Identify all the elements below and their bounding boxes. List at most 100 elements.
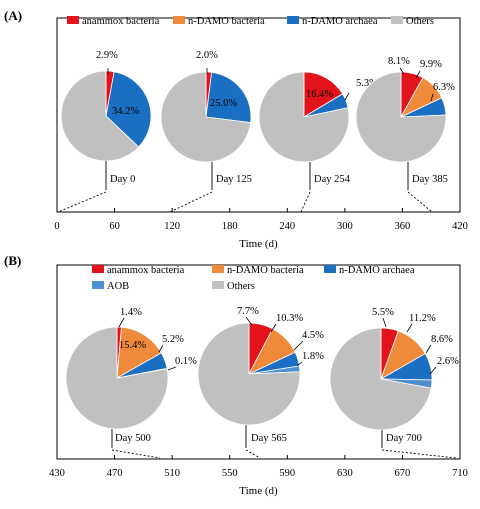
label-leader xyxy=(167,366,177,371)
x-tick-label: 630 xyxy=(337,468,353,479)
x-tick-label: 510 xyxy=(164,468,180,479)
legend-label: n-DAMO bacteria xyxy=(227,265,304,276)
legend-label: n-DAMO archaea xyxy=(339,265,415,276)
day-label: Day 385 xyxy=(412,174,448,185)
pie-slice xyxy=(160,71,252,163)
slice-percent-label: 11.2% xyxy=(409,313,436,324)
label-leader xyxy=(270,323,277,333)
day-leader xyxy=(111,449,161,459)
pie-slice xyxy=(116,326,162,379)
label-leader xyxy=(245,316,253,326)
panel-a: (A) 0 60 120 180 240 300 360 420 Time (d) anammox … xyxy=(4,8,468,250)
pie-slice xyxy=(60,70,140,162)
label-leader xyxy=(158,344,164,353)
legend-swatch xyxy=(391,16,403,24)
legend-swatch xyxy=(324,265,336,273)
legend-entry: n-DAMO bacteria xyxy=(212,265,304,276)
x-tick-label: 670 xyxy=(395,468,411,479)
pie-chart: 1.4% 15.4% 5.2% 0.1% Day 500 xyxy=(65,307,197,459)
day-leader xyxy=(169,191,213,213)
day-leader xyxy=(381,449,457,459)
slice-percent-label: 1.4% xyxy=(120,307,142,318)
slice-percent-label: 5.5% xyxy=(372,307,394,318)
legend-label: anammox bacteria xyxy=(82,16,160,27)
legend-label: Others xyxy=(227,281,255,292)
slice-percent-label: 9.9% xyxy=(420,59,442,70)
day-label: Day 500 xyxy=(115,433,151,444)
label-leader xyxy=(296,361,303,367)
pie-slice xyxy=(303,71,344,118)
label-leader xyxy=(382,317,387,328)
legend-entry: n-DAMO archaea xyxy=(287,16,378,27)
legend-entry: AOB xyxy=(92,281,129,292)
x-tick-label: 420 xyxy=(452,221,468,232)
pie-slice xyxy=(205,71,252,124)
legend-entry: Others xyxy=(212,281,255,292)
panel-label: (B) xyxy=(4,253,21,268)
legend-swatch xyxy=(287,16,299,24)
day-label: Day 700 xyxy=(386,433,422,444)
pie-slice xyxy=(105,71,152,148)
slice-percent-label: 4.5% xyxy=(302,330,324,341)
legend-entry: n-DAMO bacteria xyxy=(173,16,265,27)
legend-entry: anammox bacteria xyxy=(92,265,185,276)
day-label: Day 125 xyxy=(216,174,252,185)
day-leader xyxy=(57,191,107,213)
slice-percent-label: 34.2% xyxy=(112,106,139,117)
pie-chart: 5.5% 11.2% 8.6% 2.6% Day 700 xyxy=(329,307,459,459)
x-tick-label: 120 xyxy=(164,221,180,232)
plot-frame xyxy=(56,17,461,213)
legend-swatch xyxy=(92,265,104,273)
slice-percent-label: 5.3% xyxy=(356,78,378,89)
x-tick-label: 710 xyxy=(452,468,468,479)
legend-label: AOB xyxy=(107,281,129,292)
pie-chart: 2.9% 34.2% Day 0 xyxy=(57,50,152,213)
x-tick-label: 300 xyxy=(337,221,353,232)
x-tick-label: 470 xyxy=(107,468,123,479)
x-tick-label: 60 xyxy=(109,221,120,232)
slice-percent-label: 16.4% xyxy=(306,89,333,100)
slice-percent-label: 0.1% xyxy=(175,356,197,367)
slice-percent-label: 8.6% xyxy=(431,334,453,345)
x-tick-label: 180 xyxy=(222,221,238,232)
label-leader xyxy=(293,340,304,351)
legend-entry: anammox bacteria xyxy=(67,16,160,27)
pie-slice xyxy=(65,326,169,430)
day-label: Day 0 xyxy=(110,174,135,185)
slice-percent-label: 1.8% xyxy=(302,351,324,362)
label-leader xyxy=(406,323,413,333)
legend-swatch xyxy=(173,16,185,24)
label-leader xyxy=(399,67,405,75)
slice-percent-label: 2.0% xyxy=(196,50,218,61)
day-leader xyxy=(300,191,311,213)
legend-entry: n-DAMO archaea xyxy=(324,265,415,276)
legend-swatch xyxy=(212,281,224,289)
day-label: Day 254 xyxy=(314,174,351,185)
day-label: Day 565 xyxy=(251,433,287,444)
x-tick-label: 0 xyxy=(54,221,59,232)
pie-slice xyxy=(197,322,301,426)
legend-swatch xyxy=(92,281,104,289)
legend-entry: Others xyxy=(391,16,434,27)
legend-label: anammox bacteria xyxy=(107,265,185,276)
label-leader xyxy=(344,92,350,101)
label-leader xyxy=(425,344,432,354)
slice-percent-label: 10.3% xyxy=(276,313,303,324)
x-tick-label: 590 xyxy=(279,468,295,479)
x-axis-title: Time (d) xyxy=(239,485,278,497)
legend-label: n-DAMO bacteria xyxy=(188,16,265,27)
legend-label: n-DAMO archaea xyxy=(302,16,378,27)
legend-swatch xyxy=(67,16,79,24)
x-tick-label: 550 xyxy=(222,468,238,479)
label-leader xyxy=(430,93,434,102)
x-tick-label: 360 xyxy=(395,221,411,232)
day-leader xyxy=(245,449,261,459)
x-tick-label: 430 xyxy=(49,468,65,479)
pie-chart: 8.1% 9.9% 6.3% Day 385 xyxy=(355,56,455,213)
slice-percent-label: 5.2% xyxy=(162,334,184,345)
pie-slice xyxy=(258,71,350,163)
pie-slice xyxy=(355,71,447,163)
label-leader xyxy=(429,366,437,375)
pie-slice xyxy=(329,327,432,431)
